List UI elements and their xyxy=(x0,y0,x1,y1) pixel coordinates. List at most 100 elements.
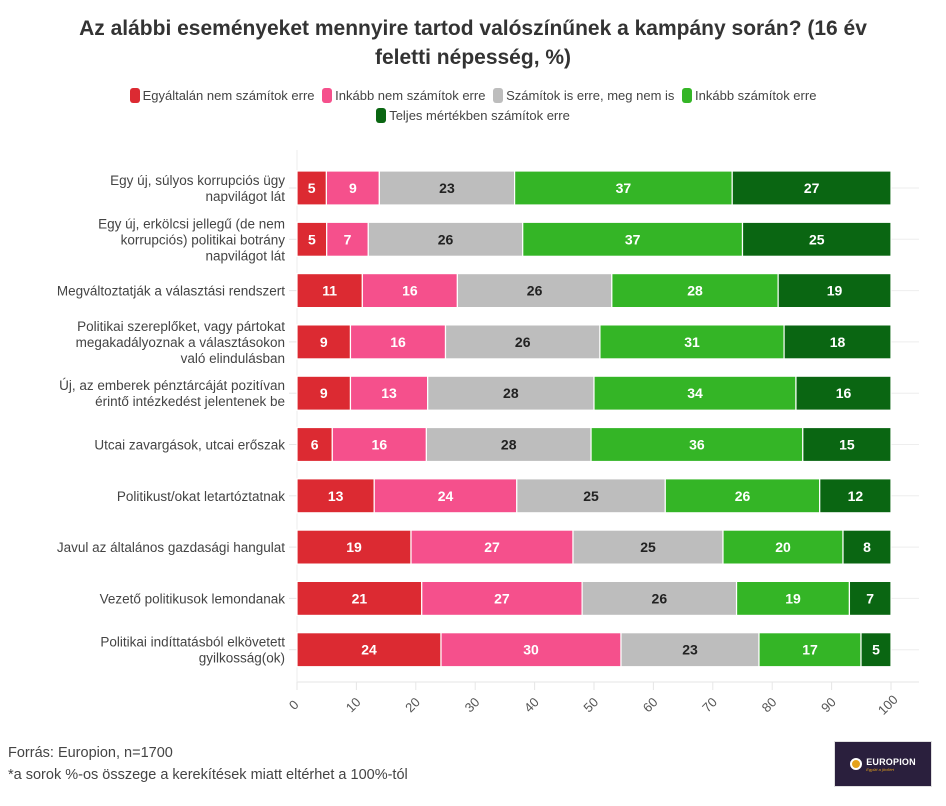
data-label: 7 xyxy=(866,590,874,606)
bar-segment xyxy=(296,170,328,206)
category-label: Politikust/okat letartóztatnak xyxy=(117,489,285,504)
data-label: 5 xyxy=(308,180,316,196)
legend-item[interactable]: Teljes mértékben számítok erre xyxy=(376,106,570,126)
bar-segment xyxy=(783,324,892,360)
category-label: Politikai indíttatásból elkövetett xyxy=(100,635,285,650)
bar-segment xyxy=(860,632,892,668)
bar-segment xyxy=(421,580,583,616)
legend-item[interactable]: Inkább nem számítok erre xyxy=(322,86,485,106)
data-label: 16 xyxy=(402,283,418,299)
logo-mark-icon xyxy=(850,758,863,770)
legend-item[interactable]: Számítok is erre, meg nem is xyxy=(493,86,674,106)
data-label: 11 xyxy=(322,283,337,299)
data-label: 9 xyxy=(320,334,328,350)
category-label: napvilágot lát xyxy=(205,248,285,263)
category-label: Javul az általános gazdasági hangulat xyxy=(57,540,285,555)
data-label: 28 xyxy=(503,385,519,401)
logo-tagline: Együtt a jövőért xyxy=(866,766,894,772)
bar-segment xyxy=(378,170,516,206)
bar-segment xyxy=(664,478,821,514)
category-label: napvilágot lát xyxy=(205,189,285,204)
bar-segment xyxy=(427,375,595,411)
data-label: 16 xyxy=(390,334,406,350)
bar-segment xyxy=(758,632,862,668)
legend-swatch xyxy=(129,88,140,103)
europion-logo: EUROPION Együtt a jövőért xyxy=(834,741,932,787)
bar-segment xyxy=(735,580,851,616)
data-label: 30 xyxy=(523,642,539,658)
bar-segment xyxy=(425,426,592,463)
category-label: Utcai zavargások, utcai erőszak xyxy=(94,438,285,453)
bar-segment xyxy=(572,529,724,565)
data-label: 24 xyxy=(361,642,377,658)
data-label: 16 xyxy=(836,385,852,401)
category-label: Politikai szereplőket, vagy pártokat xyxy=(77,319,285,334)
x-tick-label: 20 xyxy=(402,694,423,715)
data-label: 6 xyxy=(311,437,319,453)
source-note: Forrás: Europion, n=1700 xyxy=(8,745,173,761)
data-label: 23 xyxy=(682,642,698,658)
bar-segment xyxy=(296,580,423,616)
data-label: 28 xyxy=(687,283,703,299)
chart-title-line-2: feletti népesség, %) xyxy=(374,46,572,69)
bar-segment xyxy=(296,272,363,309)
bar-segment xyxy=(777,272,892,309)
x-tick-label: 40 xyxy=(521,694,542,715)
data-label: 13 xyxy=(328,488,344,504)
bar-segment xyxy=(741,221,892,257)
data-label: 26 xyxy=(735,488,751,504)
x-tick-label: 30 xyxy=(462,694,483,715)
category-label: megakadályoznak a választásokon xyxy=(76,335,285,350)
data-label: 25 xyxy=(809,231,825,247)
bar-segment xyxy=(440,632,622,668)
category-label: Új, az emberek pénztárcáját pozitívan xyxy=(59,378,285,393)
bar-segment xyxy=(410,529,574,565)
bar-segment xyxy=(731,170,892,206)
category-label: való elindulásban xyxy=(181,351,285,366)
legend-swatch xyxy=(682,88,693,103)
data-label: 19 xyxy=(785,590,801,606)
bar-segment xyxy=(296,324,352,360)
category-label: Egy új, súlyos korrupciós ügy xyxy=(110,173,285,188)
bar-segment xyxy=(296,478,375,514)
data-label: 26 xyxy=(652,590,668,606)
data-label: 19 xyxy=(827,283,843,299)
legend-label: Számítok is erre, meg nem is xyxy=(506,88,675,103)
footer: Forrás: Europion, n=1700 *a sorok %-os ö… xyxy=(8,742,408,786)
x-tick-label: 80 xyxy=(759,694,780,715)
bar-segment xyxy=(331,426,427,463)
x-tick-label: 60 xyxy=(640,694,661,715)
x-tick-label: 50 xyxy=(580,694,601,715)
bar-segment xyxy=(349,375,429,411)
legend-label: Inkább számítok erre xyxy=(695,88,817,103)
bar-segment xyxy=(599,324,785,360)
bar-segment xyxy=(795,375,892,411)
category-label: Vezető politikusok lemondanak xyxy=(100,591,286,606)
legend-label: Teljes mértékben számítok erre xyxy=(389,108,570,123)
legend-label: Inkább nem számítok erre xyxy=(335,88,486,103)
legend-swatch xyxy=(322,88,333,103)
data-label: 37 xyxy=(616,180,632,196)
legend-item[interactable]: Egyáltalán nem számítok erre xyxy=(129,86,315,106)
data-label: 26 xyxy=(515,334,531,350)
bar-segment xyxy=(620,632,760,668)
bar-segment xyxy=(522,221,744,257)
data-label: 25 xyxy=(640,539,656,555)
bar-segment xyxy=(514,170,733,206)
data-label: 17 xyxy=(802,642,818,658)
bar-segment xyxy=(802,426,892,463)
x-tick-label: 100 xyxy=(875,692,901,718)
legend-item[interactable]: Inkább számítok erre xyxy=(682,86,816,106)
x-tick-label: 0 xyxy=(286,697,302,713)
x-tick-label: 70 xyxy=(699,694,720,715)
data-label: 27 xyxy=(494,590,510,606)
category-label: korrupciós) politikai botrány xyxy=(121,232,286,247)
data-label: 24 xyxy=(438,488,454,504)
x-tick-label: 90 xyxy=(818,694,839,715)
data-label: 21 xyxy=(352,590,368,606)
category-label: Megváltoztatják a választási rendszert xyxy=(57,284,285,299)
data-label: 27 xyxy=(484,539,500,555)
bar-segment xyxy=(367,221,524,257)
bar-segment xyxy=(590,426,804,463)
data-label: 15 xyxy=(839,437,855,453)
